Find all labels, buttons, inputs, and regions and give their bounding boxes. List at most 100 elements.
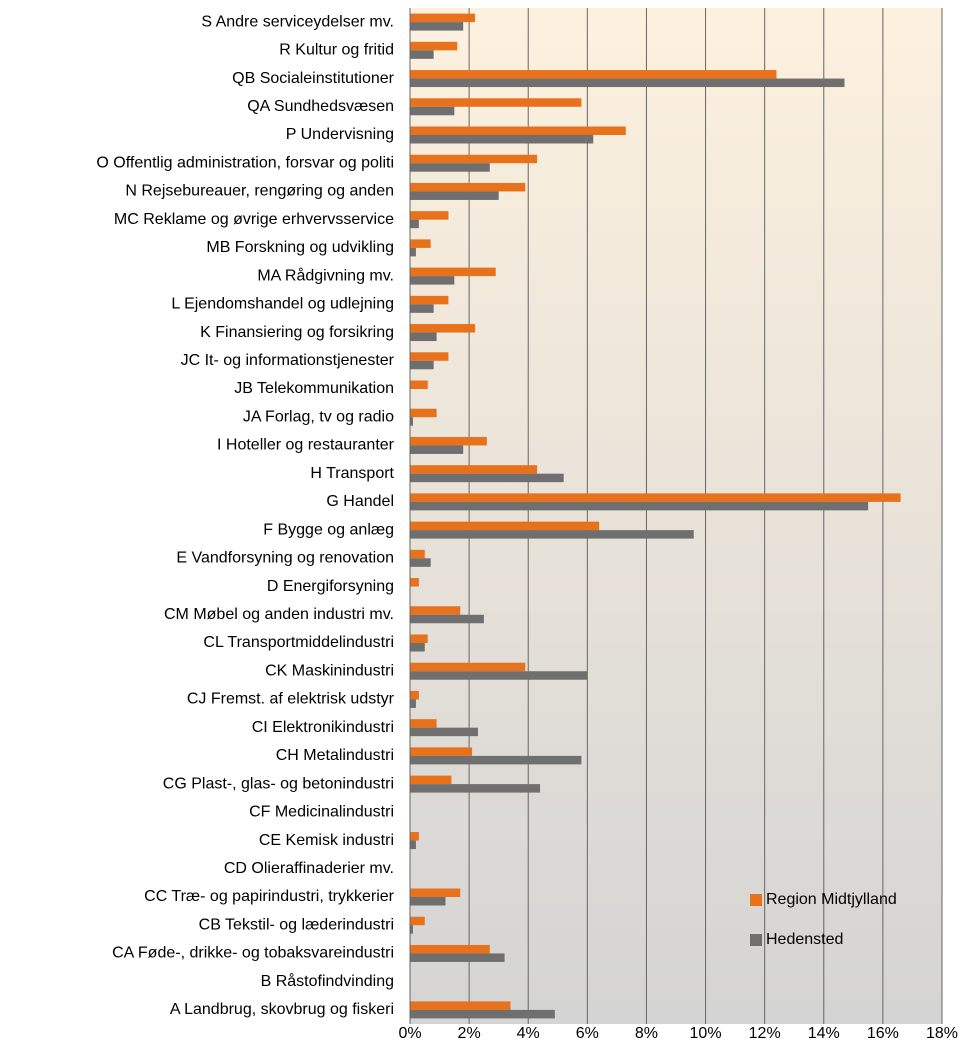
y-tick-label: CM Møbel og anden industri mv. [164,606,394,623]
legend-label: Hedensted [766,931,843,948]
bar [410,417,413,426]
y-tick-label: CF Medicinalindustri [249,804,394,821]
y-tick-label: A Landbrug, skovbrug og fiskeri [170,1001,394,1018]
bar [410,614,484,624]
bar [410,727,478,737]
legend-label: Region Midtjylland [766,891,897,908]
bar [410,755,582,765]
bar [410,304,434,313]
y-tick-label: CC Træ- og papirindustri, trykkerier [144,888,395,905]
y-tick-label: B Råstofindvinding [261,972,394,990]
bar [410,219,419,229]
bar [410,530,694,539]
y-tick-label: MB Forskning og udvikling [206,239,394,256]
bar [410,897,446,906]
bar [410,888,461,897]
bar [410,408,437,418]
bar [410,473,564,483]
bar [410,50,434,59]
bar [410,267,496,277]
x-tick-label: 2% [458,1025,481,1041]
x-tick-label: 4% [517,1025,540,1041]
bar [410,135,594,144]
bar [410,163,490,172]
y-tick-label: R Kultur og fritid [279,42,394,59]
legend-swatch [750,934,762,946]
y-tick-label: G Handel [326,493,394,510]
y-tick-label: CK Maskinindustri [265,662,394,679]
bar [410,578,419,587]
x-tick-label: 16% [867,1025,899,1041]
x-tick-label: 0% [398,1025,421,1041]
bar [410,22,464,31]
y-tick-label: O Offentlig administration, forsvar og p… [96,154,394,171]
bar [410,549,425,559]
x-tick-label: 18% [926,1025,958,1041]
bar [410,436,487,446]
bar [410,78,845,88]
bar [410,925,413,934]
bar [410,493,901,502]
bar [410,606,461,615]
bar [410,643,425,652]
y-tick-label: K Finansiering og forsikring [200,324,394,341]
bar [410,295,449,305]
bar [410,662,526,672]
bar [410,719,437,728]
x-tick-label: 12% [749,1025,781,1041]
bar [410,70,777,79]
y-tick-label: MC Reklame og øvrige erhvervsservice [114,211,394,228]
x-tick-label: 6% [576,1025,599,1041]
y-tick-label: CB Tekstil- og læderindustri [199,916,394,933]
bar [410,154,538,164]
y-tick-label: F Bygge og anlæg [263,521,394,538]
bar [410,699,416,708]
bar [410,352,449,361]
y-tick-label: MA Rådgivning mv. [257,266,394,284]
bar [410,380,428,389]
y-tick-label: CA Føde-, drikke- og tobaksvareindustri [112,945,394,962]
bar [410,211,449,220]
y-tick-label: JC It- og informationstjenester [181,352,395,369]
y-tick-label: P Undervisning [286,126,394,143]
y-tick-label: I Hoteller og restauranter [217,437,395,454]
bar [410,247,416,257]
bar [410,558,431,567]
x-tick-label: 8% [635,1025,658,1041]
bar [410,747,473,756]
bar [410,521,600,531]
y-tick-label: CG Plast-, glas- og betonindustri [163,775,394,792]
x-tick-label: 14% [808,1025,840,1041]
legend-swatch [750,894,762,906]
bar [410,1001,511,1010]
y-tick-label: CI Elektronikindustri [252,719,394,736]
bar [410,276,455,285]
y-tick-label: CD Olieraffinaderier mv. [224,860,394,877]
bar [410,916,425,926]
y-tick-label: JA Forlag, tv og radio [243,408,394,425]
bar [410,126,626,135]
y-tick-label: CJ Fremst. af elektrisk udstyr [187,691,395,708]
bar [410,671,588,680]
bar [410,634,428,643]
bar [410,239,431,248]
bar [410,191,499,200]
y-tick-label: CH Metalindustri [276,747,394,764]
bar [410,360,434,370]
bar [410,465,538,474]
bar [410,1009,555,1019]
y-tick-label: QB Socialeinstitutioner [232,70,395,87]
plot-area [410,8,942,1024]
y-tick-label: D Energiforsyning [267,578,394,595]
bar [410,832,419,841]
bar [410,182,526,192]
y-tick-label: CL Transportmiddelindustri [203,634,394,651]
bar [410,944,490,954]
bar [410,324,476,333]
bar [410,953,505,962]
bar [410,784,541,793]
bar [410,775,452,785]
y-tick-label: JB Telekommunikation [234,380,394,397]
